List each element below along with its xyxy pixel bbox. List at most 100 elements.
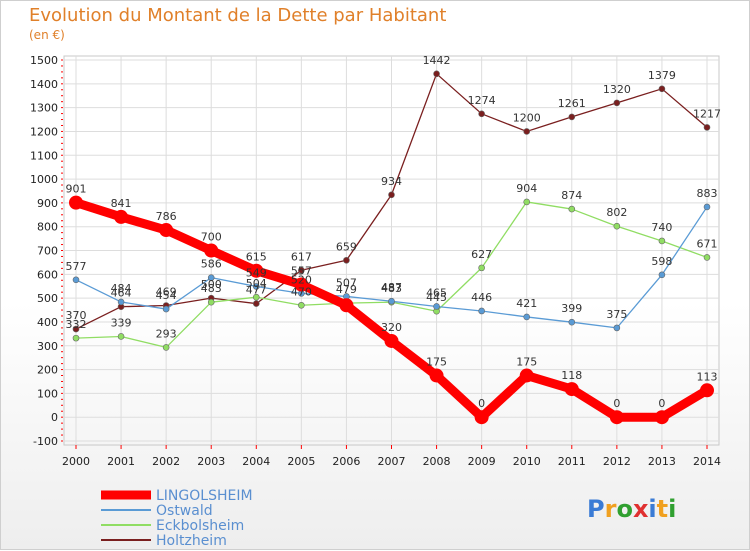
y-tick-label: 200 xyxy=(37,364,58,377)
data-point-lingolsheim xyxy=(564,382,579,397)
data-point-ostwald xyxy=(388,297,395,305)
data-label: 484 xyxy=(111,282,132,295)
data-label: 399 xyxy=(561,302,582,315)
data-point-lingolsheim xyxy=(384,333,399,348)
data-point-ostwald xyxy=(162,305,170,313)
data-label: 557 xyxy=(291,265,312,278)
data-label: 904 xyxy=(516,182,537,195)
data-point-holtzheim xyxy=(613,99,621,107)
data-label: 598 xyxy=(651,255,672,268)
data-point-eckbolsheim xyxy=(162,344,170,351)
data-label: 659 xyxy=(336,240,357,253)
data-point-holtzheim xyxy=(523,128,531,135)
data-label: 487 xyxy=(381,281,402,294)
data-point-lingolsheim xyxy=(429,368,444,383)
data-point-lingolsheim xyxy=(609,410,624,425)
data-label: 1200 xyxy=(513,111,541,124)
data-point-eckbolsheim xyxy=(207,298,215,306)
data-label: 465 xyxy=(426,286,447,299)
x-tick-label: 2012 xyxy=(603,455,631,468)
data-label: 1274 xyxy=(468,94,496,107)
data-label: 1442 xyxy=(423,54,451,67)
data-point-eckbolsheim xyxy=(72,334,80,342)
chart-title: Evolution du Montant de la Dette par Hab… xyxy=(29,5,447,26)
data-label: 1261 xyxy=(558,97,586,110)
data-label: 740 xyxy=(651,221,672,234)
data-label: 549 xyxy=(246,266,267,279)
data-label: 0 xyxy=(478,397,485,410)
x-tick-label: 2014 xyxy=(693,455,721,468)
data-label: 841 xyxy=(111,197,132,210)
data-point-eckbolsheim xyxy=(613,222,621,230)
data-point-holtzheim xyxy=(658,85,666,93)
y-tick-label: 100 xyxy=(37,387,58,400)
chart-subtitle: (en €) xyxy=(29,28,65,42)
data-label: 0 xyxy=(613,397,620,410)
x-tick-label: 2004 xyxy=(242,455,270,468)
data-point-eckbolsheim xyxy=(298,301,305,309)
data-point-holtzheim xyxy=(703,124,711,131)
data-label: 320 xyxy=(381,321,402,334)
data-label: 586 xyxy=(201,258,222,271)
data-point-lingolsheim xyxy=(519,368,534,383)
y-tick-label: 1200 xyxy=(30,125,58,138)
data-label: 627 xyxy=(471,248,492,261)
legend-label-lingolsheim: LINGOLSHEIM xyxy=(156,488,253,504)
data-label: 786 xyxy=(156,210,177,223)
data-point-lingolsheim xyxy=(69,195,83,210)
x-tick-label: 2010 xyxy=(513,455,541,468)
proxiti-logo: Proxiti xyxy=(587,495,676,523)
data-label: 802 xyxy=(606,206,627,219)
data-label: 469 xyxy=(156,286,177,299)
data-label: 339 xyxy=(111,316,132,329)
data-point-holtzheim xyxy=(568,113,576,121)
data-label: 375 xyxy=(606,308,627,321)
legend-label-ostwald: Ostwald xyxy=(156,503,213,519)
y-tick-label: 900 xyxy=(37,197,58,210)
y-tick-label: 300 xyxy=(37,340,58,353)
data-point-lingolsheim xyxy=(654,410,669,425)
data-label: 470 xyxy=(291,285,312,298)
data-label: 483 xyxy=(381,282,402,295)
legend-label-holtzheim: Holtzheim xyxy=(156,533,227,549)
data-point-eckbolsheim xyxy=(117,333,125,340)
data-label: 901 xyxy=(66,183,87,196)
x-tick-label: 2001 xyxy=(107,455,135,468)
data-point-holtzheim xyxy=(72,325,80,333)
y-tick-label: 1400 xyxy=(30,78,58,91)
data-point-lingolsheim xyxy=(114,209,129,224)
data-point-holtzheim xyxy=(298,266,305,274)
data-label: 175 xyxy=(426,356,447,369)
data-label: 175 xyxy=(516,356,537,369)
data-label: 500 xyxy=(201,278,222,291)
data-label: 934 xyxy=(381,175,402,188)
x-tick-label: 2013 xyxy=(648,455,676,468)
data-point-holtzheim xyxy=(252,300,260,307)
x-tick-label: 2002 xyxy=(152,455,180,468)
legend-label-eckbolsheim: Eckbolsheim xyxy=(156,518,244,534)
data-point-eckbolsheim xyxy=(523,198,531,206)
data-point-holtzheim xyxy=(343,256,350,264)
data-label: 446 xyxy=(471,291,492,304)
data-point-ostwald xyxy=(703,203,711,211)
data-label: 454 xyxy=(156,289,177,302)
data-point-eckbolsheim xyxy=(703,254,711,261)
data-point-ostwald xyxy=(523,313,531,321)
data-label: 671 xyxy=(697,237,718,250)
data-label: 874 xyxy=(561,189,582,202)
data-point-ostwald xyxy=(117,298,125,306)
y-tick-label: 600 xyxy=(37,268,58,281)
data-point-ostwald xyxy=(433,303,440,310)
y-tick-label: 1300 xyxy=(30,102,58,115)
x-tick-label: 2008 xyxy=(423,455,451,468)
data-point-ostwald xyxy=(478,307,485,315)
data-label: 615 xyxy=(246,251,267,264)
data-label: 113 xyxy=(697,370,718,383)
data-label: 0 xyxy=(658,397,665,410)
data-label: 1320 xyxy=(603,83,631,96)
data-point-ostwald xyxy=(72,276,80,284)
y-tick-label: 1100 xyxy=(30,149,58,162)
data-point-lingolsheim xyxy=(249,263,264,278)
data-label: 504 xyxy=(246,277,267,290)
